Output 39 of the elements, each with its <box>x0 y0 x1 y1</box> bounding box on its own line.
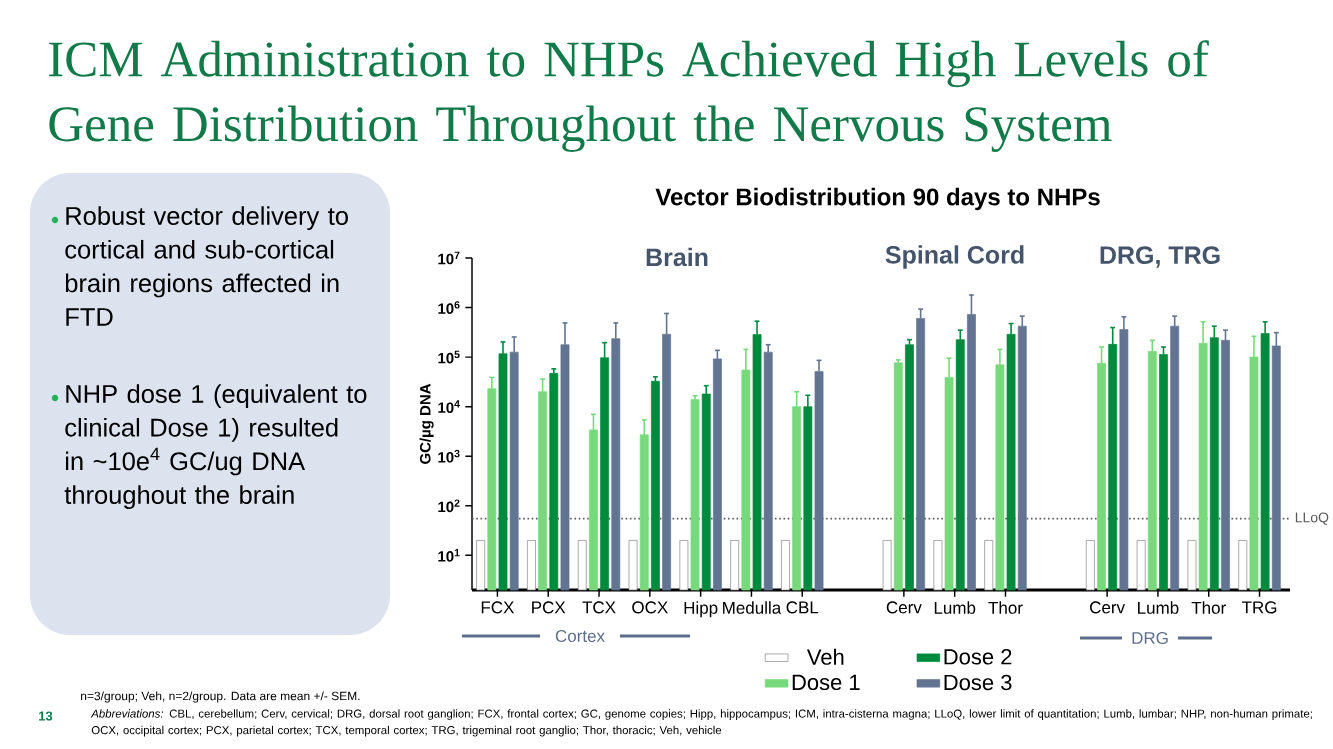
x-tick-label: OCX <box>632 601 668 614</box>
text: NHP dose 1 (equivalent to clinical Dose 1) resulted in ~10e$^{4}$ GC/ug DNA throughout the brain <box>64 384 367 510</box>
x-tick-label: Cerv <box>886 601 922 614</box>
x-tick-label: Lumb <box>934 601 976 614</box>
y-tick-label: 10$^{4}$ <box>438 400 460 414</box>
y-axis-title: GC/µg DNA <box>419 383 434 464</box>
annotation: DRG, TRG <box>1100 246 1220 268</box>
text: DRG <box>1132 631 1168 645</box>
x-tick-label: TCX <box>582 601 616 614</box>
legend-label: Veh <box>806 648 844 665</box>
y-tick-label: 10$^{5}$ <box>438 350 460 364</box>
x-tick-label: Lumb <box>1138 601 1179 614</box>
annotation: Spinal Cord <box>885 245 1024 269</box>
y-tick-label: 10$^{2}$ <box>438 499 460 513</box>
x-tick-label: Cerv <box>1090 601 1125 614</box>
text: Abbreviations: CBL, cerebellum; Cerv, cervical; DRG, dorsal root ganglion; FCX, frontal cortex; GC, genome copies; Hipp, hippocampus; ICM, intra-cisterna magna; LLoQ, lower limit of quantitation; Lumb, lumbar; NHP, non-human primate; OCX, occipital cortex; PCX, parietal cortex; TCX, temporal cortex; TRG, trigeminal root ganglio; Thor, thoracic; Veh, vehicle <box>90 709 1312 737</box>
chart-title: ICM Administration to NHPs Achieved High Levels of Gene Distribution Throughout the Nervous System <box>49 40 1209 152</box>
y-tick-label: 10$^{3}$ <box>438 449 460 463</box>
x-tick-label: Hipp <box>684 601 718 618</box>
y-tick-label: 10$^{7}$ <box>438 251 460 265</box>
chart-subtitle: Vector Biodistribution 90 days to NHPs <box>655 187 1100 211</box>
text: n=3/group; Veh, n=2/group. Data are mean +/- SEM. <box>81 691 360 703</box>
annotation: Brain <box>646 247 708 267</box>
text: 13 <box>39 711 53 721</box>
legend-label: Dose 2 <box>944 649 1012 665</box>
y-tick-label: 10$^{6}$ <box>438 301 460 314</box>
x-tick-label: Thor <box>1191 601 1226 614</box>
text: Robust vector delivery to cortical and sub-cortical brain regions affected in FTD <box>65 206 348 326</box>
x-tick-label: Thor <box>988 601 1023 614</box>
x-tick-label: Medulla <box>723 601 782 614</box>
ref-line-label: LLoQ <box>1295 512 1329 525</box>
legend-label: Dose 1 <box>792 674 860 691</box>
x-tick-label: CBL <box>786 601 819 614</box>
x-tick-label: TRG <box>1241 601 1277 614</box>
legend-label: Dose 3 <box>944 674 1012 691</box>
text: Cortex <box>555 629 605 643</box>
y-tick-label: 10$^{1}$ <box>438 549 460 562</box>
x-tick-label: FCX <box>481 601 515 614</box>
x-tick-label: PCX <box>532 601 566 614</box>
